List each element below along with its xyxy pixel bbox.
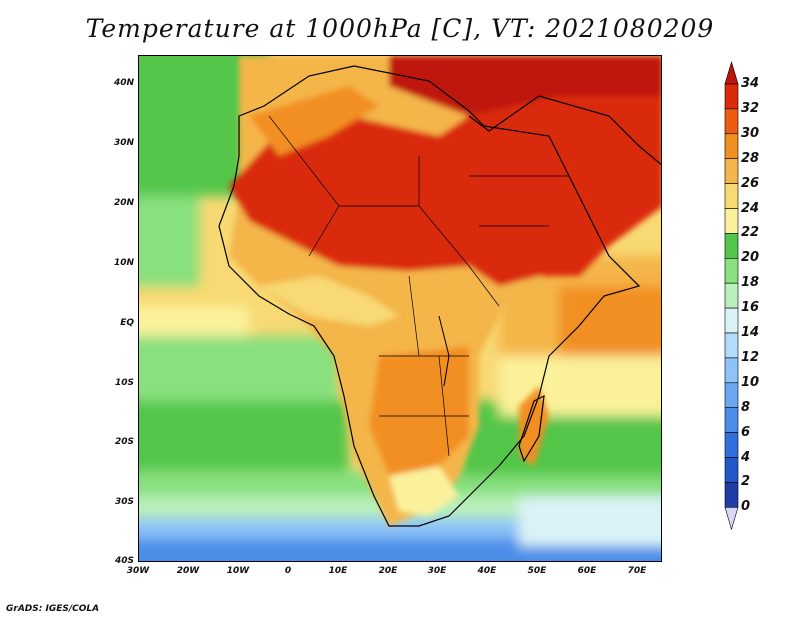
colorbar-label: 32 [741,100,760,116]
colorbar-label: 8 [741,399,751,415]
lon-tick-20w: 20W [176,566,200,576]
colorbar-label: 30 [741,125,760,141]
lon-tick-20e: 20E [378,566,398,576]
colorbar-swatch [724,382,739,408]
colorbar-bottom-triangle [724,506,739,531]
madagascar-coast [518,394,545,463]
temperature-field [139,56,661,561]
colorbar-label: 2 [741,474,751,490]
colorbar-label: 6 [741,424,751,440]
colorbar-label: 16 [741,300,760,316]
colorbar-swatch [724,108,739,135]
lon-tick-30w: 30W [126,566,150,576]
africa-coastline [218,65,641,527]
lon-tick-10e: 10E [328,566,348,576]
lat-tick-30s: 30S [114,497,134,507]
colorbar-label: 34 [741,76,760,91]
colorbar-swatch [724,133,739,160]
lat-tick-40s: 40S [114,556,134,566]
software-credit: GrADS: IGES/COLA [6,604,100,614]
colorbar-swatch [724,432,739,458]
lat-tick-40n: 40N [113,78,134,88]
lon-tick-70e: 70E [627,566,647,576]
colorbar-label: 18 [741,275,760,291]
colorbar-swatch [724,282,739,309]
lat-tick-eq: EQ [120,318,134,328]
lon-tick-50e: 50E [527,566,547,576]
lon-tick-60e: 60E [577,566,597,576]
colorbar-label: 26 [741,175,760,191]
colorbar-label: 14 [741,325,760,340]
colorbar-swatch [724,83,739,110]
colorbar-swatch [724,407,739,433]
colorbar-label: 22 [741,225,760,241]
lat-tick-20s: 20S [114,437,134,447]
colorbar-swatch [724,457,739,483]
lat-tick-10s: 10S [114,378,134,388]
colorbar-swatch [724,258,739,284]
colorbar-label: 0 [741,499,751,515]
lon-tick-30e: 30E [427,566,447,576]
lon-tick-10w: 10W [226,566,250,576]
lat-tick-30n: 30N [113,138,134,148]
colorbar-swatch [724,482,739,508]
colorbar-swatch [724,332,739,359]
colorbar-label: 10 [741,374,760,390]
colorbar-label: 28 [741,150,760,166]
colorbar-label: 24 [741,200,760,216]
colorbar-swatch [724,357,739,384]
map-title: Temperature at 1000hPa [C], VT: 20210802… [85,14,715,43]
colorbar-label: 12 [741,349,760,365]
colorbar-label: 4 [741,449,751,465]
colorbar-label: 20 [741,250,760,266]
lon-tick-40e: 40E [477,566,497,576]
colorbar-swatch [724,158,739,184]
colorbar-swatch [724,183,739,209]
colorbar [724,60,739,531]
lon-tick-0: 0 [284,566,292,576]
lat-tick-20n: 20N [113,198,134,208]
colorbar-top-triangle [724,60,739,85]
colorbar-swatch [724,307,739,334]
temperature-map [138,55,662,562]
colorbar-swatch [724,233,739,259]
lat-tick-10n: 10N [113,258,134,268]
colorbar-swatch [724,208,739,234]
